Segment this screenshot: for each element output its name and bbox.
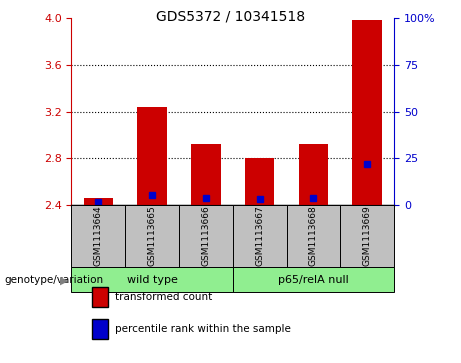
Bar — [245, 158, 274, 205]
Text: GSM1113665: GSM1113665 — [148, 205, 157, 266]
Text: GSM1113667: GSM1113667 — [255, 205, 264, 266]
Bar — [71, 205, 125, 267]
Bar — [233, 205, 287, 267]
Bar — [353, 20, 382, 205]
Bar — [191, 144, 221, 205]
Bar — [83, 198, 113, 205]
Text: percentile rank within the sample: percentile rank within the sample — [115, 325, 291, 334]
Text: GDS5372 / 10341518: GDS5372 / 10341518 — [156, 9, 305, 23]
Text: GSM1113664: GSM1113664 — [94, 205, 103, 266]
Text: GSM1113666: GSM1113666 — [201, 205, 210, 266]
Text: p65/relA null: p65/relA null — [278, 274, 349, 285]
Text: genotype/variation: genotype/variation — [5, 275, 104, 285]
Bar — [125, 205, 179, 267]
Bar — [137, 107, 167, 205]
Text: GSM1113669: GSM1113669 — [363, 205, 372, 266]
Text: wild type: wild type — [127, 274, 177, 285]
Text: ▶: ▶ — [60, 275, 68, 285]
Bar — [299, 144, 328, 205]
Text: transformed count: transformed count — [115, 292, 213, 302]
Bar — [71, 267, 233, 292]
Bar — [179, 205, 233, 267]
Bar — [287, 205, 340, 267]
Text: GSM1113668: GSM1113668 — [309, 205, 318, 266]
Bar — [233, 267, 394, 292]
Bar — [340, 205, 394, 267]
